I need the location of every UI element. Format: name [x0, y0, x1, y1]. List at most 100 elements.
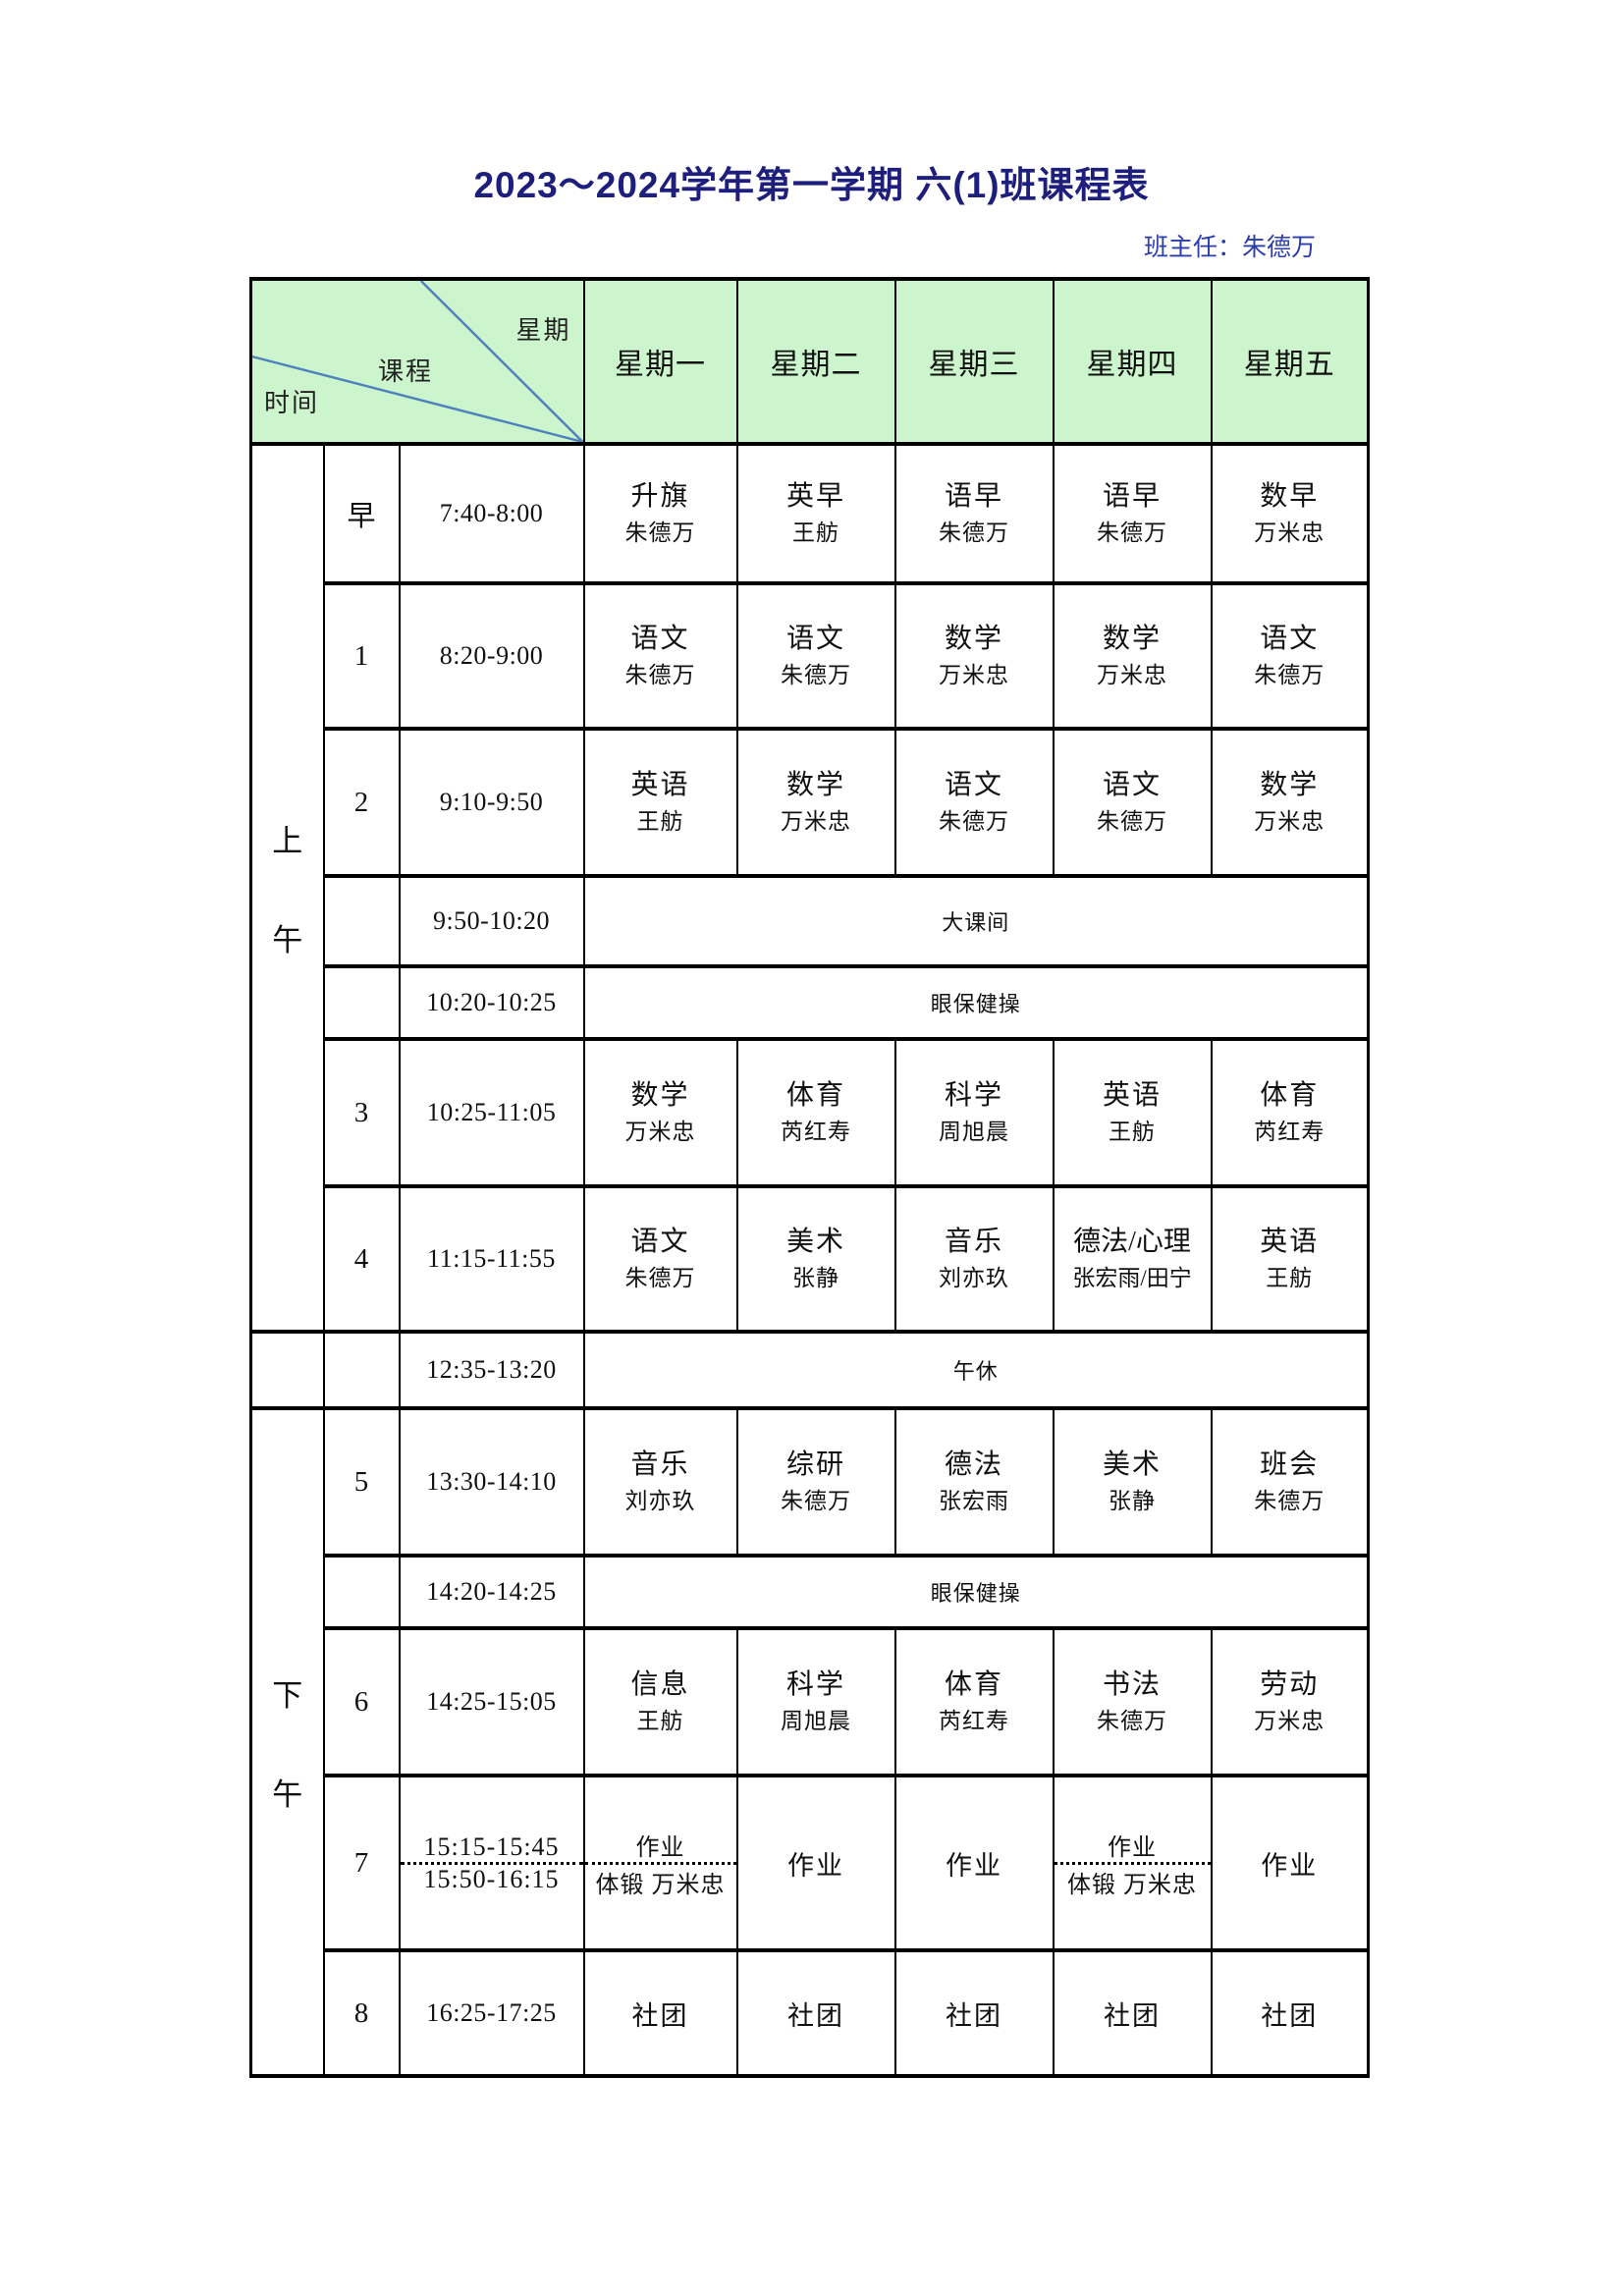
club-text: 社团 — [787, 2000, 845, 2031]
class-cell: 作业 体锻 万米忠 — [1052, 1774, 1213, 1952]
day-header-mon: 星期一 — [582, 277, 738, 446]
subject-text: 数学 — [786, 770, 846, 801]
teacher-name: 万米忠 — [781, 809, 852, 835]
class-cell: 社团 — [1052, 1948, 1213, 2078]
time-bottom-text: 15:50-16:15 — [423, 1864, 560, 1893]
subject-text: 语文 — [786, 624, 846, 655]
class-cell: 美术 张静 — [1052, 1406, 1213, 1558]
subject-text: 语文 — [1260, 624, 1320, 655]
subject-text: 语文 — [630, 1227, 690, 1258]
teacher-name: 王舫 — [636, 809, 684, 835]
teacher-name: 万米忠 — [624, 1120, 696, 1145]
class-cell: 英早 王舫 — [735, 442, 896, 585]
teacher-name: 朱德万 — [939, 809, 1010, 835]
table-row: 14:20-14:25 眼保健操 — [251, 1554, 1370, 1630]
class-cell: 语文 朱德万 — [582, 1184, 738, 1334]
subject-text: 音乐 — [630, 1449, 690, 1481]
subject-text: 体育 — [786, 1080, 846, 1112]
class-cell: 语文 朱德万 — [1210, 581, 1370, 731]
page-title: 2023～2024学年第一学期 六(1)班课程表 — [473, 165, 1150, 205]
class-cell: 英语 王舫 — [1210, 1184, 1370, 1334]
period-cell: 4 — [322, 1184, 401, 1334]
table-row: 4 11:15-11:55 语文 朱德万 美术 张静 音乐 刘亦玖 德法/心理 张宏雨/… — [251, 1184, 1370, 1334]
class-cell: 德法 张宏雨 — [893, 1406, 1055, 1558]
subject-text: 数学 — [1103, 624, 1163, 655]
split-bottom-text: 体锻 万米忠 — [1067, 1872, 1198, 1898]
class-cell: 体育 芮红寿 — [735, 1037, 896, 1188]
club-text: 社团 — [946, 2000, 1003, 2031]
subject-text: 语文 — [945, 770, 1004, 801]
class-cell: 科学 周旭晨 — [735, 1626, 896, 1777]
period-cell: 2 — [322, 727, 401, 878]
subject-text: 德法 — [945, 1449, 1004, 1481]
day-header-thu: 星期四 — [1052, 277, 1213, 446]
time-cell: 8:20-9:00 — [398, 581, 585, 731]
subject-text: 语文 — [630, 624, 690, 655]
subject-text: 班会 — [1260, 1449, 1320, 1481]
corner-cell: 星期 课程 时间 — [249, 277, 585, 446]
class-cell: 科学 周旭晨 — [893, 1037, 1055, 1188]
class-cell: 数学 万米忠 — [893, 581, 1055, 731]
class-cell: 班会 朱德万 — [1210, 1406, 1370, 1558]
empty-section-cell — [249, 1330, 325, 1410]
class-cell: 音乐 刘亦玖 — [893, 1184, 1055, 1334]
subject-text: 英语 — [1260, 1227, 1320, 1258]
class-cell: 语文 朱德万 — [582, 581, 738, 731]
period-cell: 早 — [322, 442, 401, 585]
class-cell: 数早 万米忠 — [1210, 442, 1370, 585]
table-row: 7 15:15-15:45 15:50-16:15 作业 体锻 万米忠 作业 作… — [251, 1774, 1370, 1952]
teacher-name: 刘亦玖 — [624, 1489, 696, 1514]
subject-text: 英早 — [786, 481, 846, 513]
pm-section-label: 下 午 — [249, 1406, 325, 2078]
class-cell: 体育 芮红寿 — [893, 1626, 1055, 1777]
class-cell: 信息 王舫 — [582, 1626, 738, 1777]
pm-char: 午 — [272, 1777, 303, 1812]
table-row: 3 10:25-11:05 数学 万米忠 体育 芮红寿 科学 周旭晨 英语 王舫 体育芮… — [251, 1037, 1370, 1188]
class-schedule-table: 星期 课程 时间 星期一 星期二 星期三 星期四 星期五 上 午 早 7:40-… — [249, 277, 1371, 2078]
teacher-name: 刘亦玖 — [939, 1266, 1010, 1291]
subject-text: 美术 — [786, 1227, 846, 1258]
table-header-row: 星期 课程 时间 星期一 星期二 星期三 星期四 星期五 — [249, 277, 1370, 446]
period-cell: 7 — [322, 1774, 401, 1952]
subject-text: 数早 — [1260, 481, 1320, 513]
teacher-name: 张静 — [1109, 1489, 1157, 1514]
time-cell: 9:50-10:20 — [398, 874, 585, 968]
teacher-name: 万米忠 — [1254, 1709, 1325, 1734]
subject-text: 英语 — [1103, 1080, 1163, 1112]
class-cell: 美术 张静 — [735, 1184, 896, 1334]
teacher-name: 张宏雨/田宁 — [1072, 1266, 1192, 1291]
club-text: 社团 — [1261, 2000, 1319, 2031]
class-cell: 英语 王舫 — [582, 727, 738, 878]
table-row: 2 9:10-9:50 英语 王舫 数学 万米忠 语文 朱德万 语文 朱德万 数学 万米忠 — [251, 727, 1370, 878]
class-cell: 语文 朱德万 — [893, 727, 1055, 878]
table-row: 10:20-10:25 眼保健操 — [251, 964, 1370, 1041]
teacher-name: 朱德万 — [624, 1266, 696, 1291]
teacher-name: 万米忠 — [1097, 663, 1168, 688]
class-cell: 数学 万米忠 — [735, 727, 896, 878]
head-teacher-label: 班主任：朱德万 — [1143, 235, 1316, 261]
time-cell: 15:15-15:45 15:50-16:15 — [398, 1774, 585, 1952]
class-cell: 综研 朱德万 — [735, 1406, 896, 1558]
period-cell — [322, 1554, 401, 1630]
period-cell: 1 — [322, 581, 401, 731]
class-cell: 德法/心理张宏雨/田宁 — [1052, 1184, 1213, 1334]
subject-text: 美术 — [1103, 1449, 1163, 1481]
subject-text: 升旗 — [630, 481, 690, 513]
homework-text: 作业 — [1261, 1850, 1319, 1881]
am-char: 午 — [272, 923, 303, 957]
subject-text: 音乐 — [945, 1227, 1004, 1258]
teacher-name: 王舫 — [792, 520, 840, 546]
subject-text: 科学 — [786, 1669, 846, 1701]
time-cell: 10:20-10:25 — [398, 964, 585, 1041]
teacher-name: 朱德万 — [939, 520, 1010, 546]
time-cell: 14:25-15:05 — [398, 1626, 585, 1777]
subject-text: 德法/心理 — [1073, 1227, 1191, 1258]
table-row: 1 8:20-9:00 语文 朱德万 语文 朱德万 数学 万米忠 数学 万米忠 语文 朱德… — [251, 581, 1370, 731]
class-cell: 升旗 朱德万 — [582, 442, 738, 585]
class-cell: 英语 王舫 — [1052, 1037, 1213, 1188]
day-header-fri: 星期五 — [1210, 277, 1370, 446]
class-cell: 社团 — [735, 1948, 896, 2078]
subject-text: 数学 — [945, 624, 1004, 655]
subject-text: 体育 — [1260, 1080, 1320, 1112]
